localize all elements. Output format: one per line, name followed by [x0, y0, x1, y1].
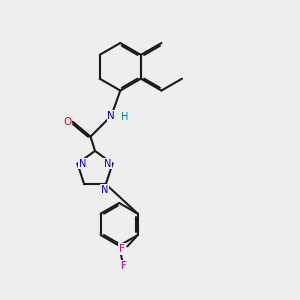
Text: N: N: [79, 159, 86, 169]
Text: F: F: [119, 244, 125, 254]
Text: O: O: [63, 117, 71, 127]
Text: H: H: [121, 112, 128, 122]
Text: N: N: [107, 111, 115, 121]
Text: N: N: [101, 184, 108, 195]
Text: N: N: [103, 159, 111, 169]
Text: F: F: [121, 261, 127, 271]
